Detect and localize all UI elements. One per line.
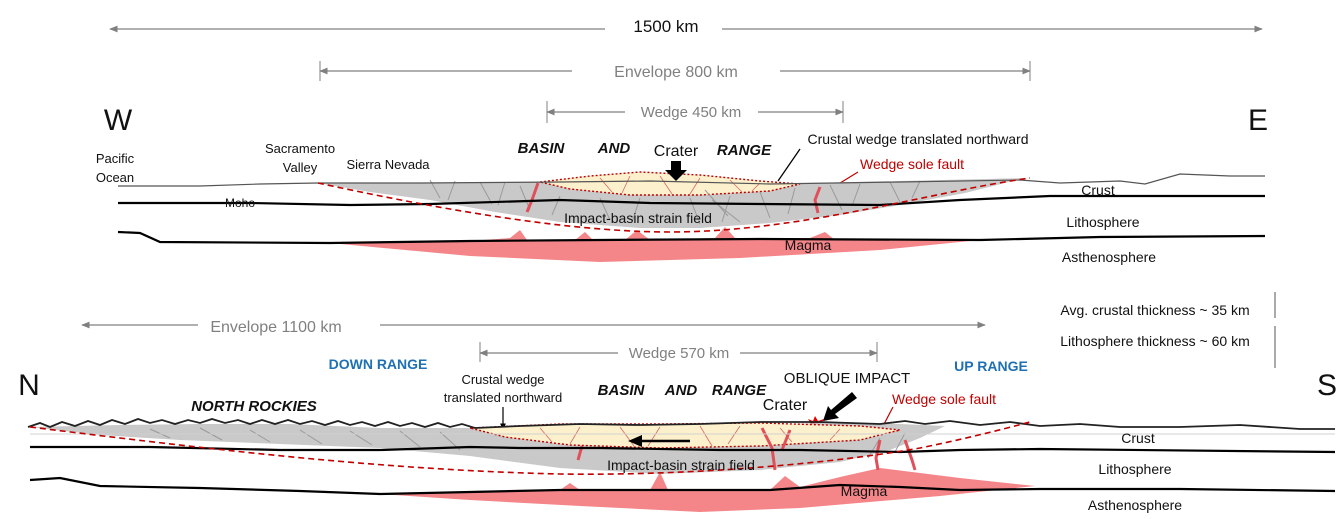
- wedge-bottom-label: Wedge 570 km: [629, 345, 730, 362]
- strain-field-label-bottom: Impact-basin strain field: [607, 457, 755, 473]
- envelope-top-label: Envelope 800 km: [614, 64, 738, 81]
- lithosphere-label-top: Lithosphere: [1066, 214, 1139, 230]
- range-label-bottom: RANGE: [712, 382, 767, 399]
- strain-field-fractures-top: [429, 179, 921, 225]
- asthenosphere-label-bottom: Asthenosphere: [1088, 497, 1182, 513]
- wedge-translated-leader-top: [777, 148, 801, 182]
- west-label: W: [104, 104, 133, 137]
- and-label-top: AND: [597, 140, 631, 157]
- lithosphere-thickness-note: Lithosphere thickness ~ 60 km: [1060, 333, 1250, 349]
- crustal-wedge-translated-label-top: Crustal wedge translated northward: [807, 131, 1028, 147]
- moho-label: Moho: [225, 196, 255, 210]
- crater-label-top: Crater: [654, 143, 699, 160]
- east-label: E: [1248, 104, 1268, 137]
- crustal-wedge-label-bottom-line2: translated northward: [444, 390, 563, 405]
- and-label-bottom: AND: [664, 382, 698, 399]
- bottom-section: Envelope 1100 km Wedge 570 km DOWN RANGE…: [18, 319, 1337, 513]
- crustal-thickness-note: Avg. crustal thickness ~ 35 km: [1060, 302, 1249, 318]
- range-label-top: RANGE: [717, 142, 772, 159]
- up-range-label: UP RANGE: [954, 358, 1028, 374]
- crust-label-bottom: Crust: [1121, 430, 1155, 446]
- moho-line-top: [118, 194, 1265, 207]
- asthenosphere-label-top: Asthenosphere: [1062, 249, 1156, 265]
- wedge-fractures-bottom: [539, 425, 841, 447]
- wedge-fractures-top: [599, 175, 761, 195]
- north-rockies-label: NORTH ROCKIES: [191, 398, 317, 415]
- total-width-label: 1500 km: [633, 17, 698, 36]
- lithosphere-base-top: [117, 230, 1266, 245]
- crustal-wedge-bottom: [469, 422, 901, 449]
- oblique-impact-arrow: [823, 392, 857, 421]
- north-label: N: [18, 369, 40, 402]
- wedge-top-label: Wedge 450 km: [641, 104, 742, 121]
- crater-label-bottom: Crater: [763, 397, 808, 414]
- wedge-sole-fault-label-bottom: Wedge sole fault: [892, 391, 996, 407]
- sacramento-valley-label-line2: Valley: [283, 160, 318, 175]
- basin-label-bottom: BASIN: [598, 382, 646, 399]
- sacramento-valley-label-line1: Sacramento: [265, 141, 335, 156]
- dimension-arrow-wedge-bottom: [479, 342, 878, 362]
- oblique-impact-label: OBLIQUE IMPACT: [784, 370, 910, 387]
- magma-label-bottom: Magma: [841, 483, 888, 499]
- pacific-ocean-label-line1: Pacific: [96, 151, 135, 166]
- wedge-sole-fault-top: [317, 177, 1031, 233]
- dimension-arrow-wedge-top: [546, 101, 844, 123]
- dimension-arrow-envelope-top: [319, 61, 1031, 81]
- crust-surface-bottom: [27, 418, 1335, 430]
- wedge-sole-fault-bottom: [29, 421, 1031, 475]
- lithosphere-base-bottom: [29, 476, 1336, 496]
- crater-arrow-top: [665, 161, 687, 181]
- top-section: 1500 km Envelope 800 km Wedge 450 km W E…: [96, 17, 1268, 265]
- down-range-label: DOWN RANGE: [329, 356, 428, 372]
- crustal-wedge-label-bottom-line1: Crustal wedge: [461, 372, 544, 387]
- strain-field-label-top: Impact-basin strain field: [564, 210, 712, 226]
- northward-motion-arrow: [628, 435, 690, 447]
- magma-label-top: Magma: [785, 237, 832, 253]
- lithosphere-label-bottom: Lithosphere: [1098, 461, 1171, 477]
- crust-label-top: Crust: [1081, 182, 1115, 198]
- magma-body-top: [330, 227, 980, 262]
- crust-surface-top: [118, 173, 1265, 187]
- moho-line-bottom: [30, 445, 1336, 454]
- pacific-ocean-label-line2: Ocean: [96, 170, 134, 185]
- wedge-sole-fault-label-top: Wedge sole fault: [860, 156, 964, 172]
- south-label: S: [1317, 369, 1337, 402]
- sierra-nevada-label: Sierra Nevada: [346, 157, 430, 172]
- envelope-bottom-label: Envelope 1100 km: [210, 319, 341, 336]
- scale-notes: Avg. crustal thickness ~ 35 km Lithosphe…: [1060, 292, 1276, 368]
- basin-label-top: BASIN: [518, 140, 566, 157]
